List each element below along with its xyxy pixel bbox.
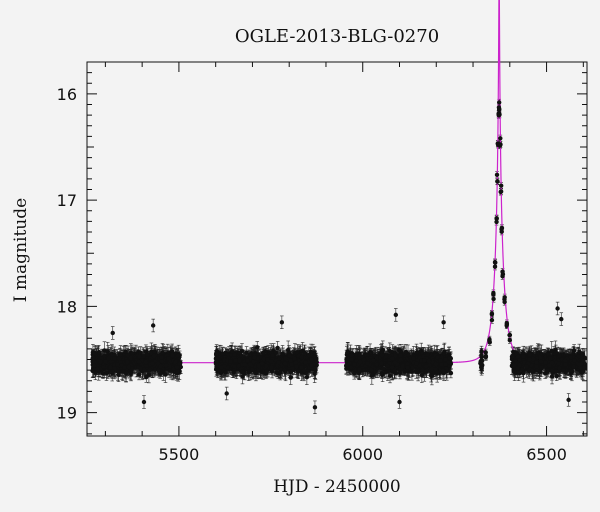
- plot-frame: [86, 61, 588, 437]
- axis-ticks: [87, 62, 587, 436]
